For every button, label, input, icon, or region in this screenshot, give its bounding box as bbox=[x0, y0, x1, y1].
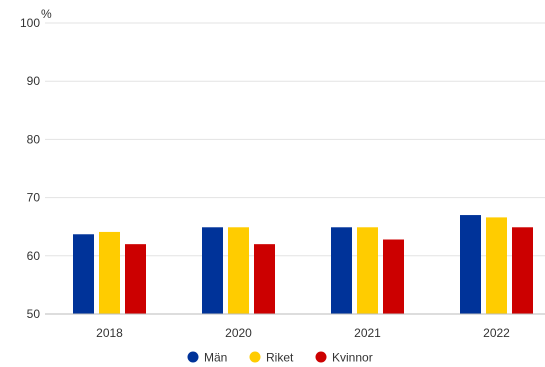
x-axis-ticks: 2018 2020 2021 2022 bbox=[96, 326, 510, 340]
x-tick-label: 2021 bbox=[354, 326, 381, 340]
bar-kvinnor-2020 bbox=[254, 244, 275, 314]
bar-mn-2022 bbox=[460, 215, 481, 314]
legend-marker bbox=[249, 351, 261, 363]
legend-label: Riket bbox=[266, 351, 294, 365]
bar-riket-2021 bbox=[357, 227, 378, 314]
y-tick-label: 100 bbox=[20, 16, 40, 30]
x-tick-label: 2022 bbox=[483, 326, 510, 340]
legend-marker bbox=[315, 351, 327, 363]
bar-kvinnor-2021 bbox=[383, 239, 404, 314]
bar-mn-2021 bbox=[331, 227, 352, 314]
bar-kvinnor-2022 bbox=[512, 227, 533, 314]
x-tick-label: 2020 bbox=[225, 326, 252, 340]
bar-mn-2020 bbox=[202, 227, 223, 314]
bars bbox=[73, 215, 533, 314]
y-tick-label: 80 bbox=[27, 132, 41, 146]
legend-marker bbox=[187, 351, 199, 363]
y-axis-unit-label: % bbox=[41, 7, 52, 21]
legend-label: Kvinnor bbox=[332, 351, 373, 365]
bar-riket-2022 bbox=[486, 217, 507, 314]
y-tick-label: 90 bbox=[27, 74, 41, 88]
bar-riket-2018 bbox=[99, 231, 120, 314]
bar-riket-2020 bbox=[228, 227, 249, 314]
legend-label: Män bbox=[204, 351, 227, 365]
y-tick-label: 70 bbox=[27, 191, 41, 205]
y-axis-ticks: 50 60 70 80 90 100 bbox=[20, 16, 40, 321]
y-tick-label: 60 bbox=[27, 249, 41, 263]
bar-kvinnor-2018 bbox=[125, 244, 146, 314]
x-tick-label: 2018 bbox=[96, 326, 123, 340]
bar-mn-2018 bbox=[73, 234, 94, 314]
y-tick-label: 50 bbox=[27, 307, 41, 321]
legend: Män Riket Kvinnor bbox=[187, 351, 373, 365]
